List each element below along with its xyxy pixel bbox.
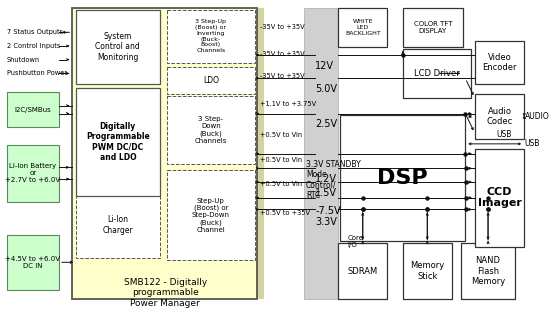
Text: -35V to +35V: -35V to +35V	[260, 73, 305, 79]
FancyBboxPatch shape	[79, 8, 264, 300]
Text: +1.1V to +3.75V: +1.1V to +3.75V	[260, 101, 316, 107]
Text: 3.3V: 3.3V	[315, 217, 337, 227]
Text: 1.5V: 1.5V	[315, 188, 337, 198]
FancyBboxPatch shape	[475, 94, 524, 139]
FancyBboxPatch shape	[403, 8, 463, 47]
Text: LCD Driver: LCD Driver	[414, 69, 460, 78]
FancyBboxPatch shape	[304, 8, 338, 300]
Text: +4.5V to +6.0V
DC IN: +4.5V to +6.0V DC IN	[6, 256, 60, 269]
Text: Video
Encoder: Video Encoder	[482, 53, 516, 72]
Text: NAND
Flash
Memory: NAND Flash Memory	[471, 256, 505, 286]
Text: DSP: DSP	[377, 168, 428, 188]
FancyBboxPatch shape	[340, 116, 465, 241]
FancyBboxPatch shape	[7, 235, 59, 290]
FancyBboxPatch shape	[475, 149, 524, 246]
Text: USB: USB	[524, 139, 540, 148]
Text: AUDIO: AUDIO	[525, 112, 550, 121]
Text: System
Control and
Monitoring: System Control and Monitoring	[96, 32, 140, 62]
Text: Pushbutton Power: Pushbutton Power	[7, 70, 67, 76]
Text: Audio
Codec: Audio Codec	[486, 107, 513, 126]
Text: SDRAM: SDRAM	[348, 267, 378, 276]
FancyBboxPatch shape	[76, 88, 160, 196]
Text: -35V to +35V: -35V to +35V	[260, 51, 305, 57]
Text: 7 Status Outputs: 7 Status Outputs	[7, 29, 63, 35]
Text: 3.3V STANDBY
Mode
Control/
RTC: 3.3V STANDBY Mode Control/ RTC	[306, 160, 361, 200]
Text: CCD
Imager: CCD Imager	[477, 187, 521, 208]
FancyBboxPatch shape	[338, 243, 387, 300]
Text: +0.5V to Vin: +0.5V to Vin	[260, 156, 302, 163]
Text: Digitally
Programmable
PWM DC/DC
and LDO: Digitally Programmable PWM DC/DC and LDO	[86, 122, 150, 162]
FancyBboxPatch shape	[167, 67, 255, 94]
Text: +0.5V to Vin: +0.5V to Vin	[260, 181, 302, 187]
Text: 2.5V: 2.5V	[315, 119, 337, 129]
Text: Memory
Stick: Memory Stick	[410, 261, 444, 281]
Text: Step-Up
(Boost) or
Step-Down
(Buck)
Channel: Step-Up (Boost) or Step-Down (Buck) Chan…	[192, 198, 230, 233]
FancyBboxPatch shape	[461, 243, 515, 300]
Text: WHITE
LED
BACKLIGHT: WHITE LED BACKLIGHT	[345, 19, 381, 36]
FancyBboxPatch shape	[76, 10, 160, 84]
Text: I2C/SMBus: I2C/SMBus	[14, 107, 51, 113]
Text: Li-Ion
Charger: Li-Ion Charger	[102, 215, 133, 235]
FancyBboxPatch shape	[76, 192, 160, 258]
Text: +0.5V to +35V: +0.5V to +35V	[260, 210, 310, 216]
FancyBboxPatch shape	[403, 243, 452, 300]
Text: Core
I/O: Core I/O	[348, 235, 364, 248]
Text: LDO: LDO	[203, 76, 219, 85]
Text: 5.0V: 5.0V	[315, 84, 337, 94]
FancyBboxPatch shape	[7, 92, 59, 127]
Text: SMB122 - Digitally
programmable
Power Manager: SMB122 - Digitally programmable Power Ma…	[124, 278, 207, 308]
Text: Li-Ion Battery
or
+2.7V to +6.0V: Li-Ion Battery or +2.7V to +6.0V	[6, 163, 60, 183]
Text: 2 Control Inputs: 2 Control Inputs	[7, 43, 60, 49]
FancyBboxPatch shape	[403, 49, 471, 98]
FancyBboxPatch shape	[167, 10, 255, 62]
FancyBboxPatch shape	[167, 170, 255, 260]
Text: Shutdown: Shutdown	[7, 57, 40, 63]
Text: USB: USB	[497, 130, 512, 139]
Text: 3 Step-
Down
(Buck)
Channels: 3 Step- Down (Buck) Channels	[195, 116, 227, 144]
FancyBboxPatch shape	[338, 8, 387, 47]
Text: +0.5V to Vin: +0.5V to Vin	[260, 132, 302, 138]
Text: -35V to +35V: -35V to +35V	[260, 24, 305, 30]
Text: 12V: 12V	[315, 61, 334, 71]
FancyBboxPatch shape	[475, 41, 524, 84]
Text: 1.2V: 1.2V	[315, 174, 337, 184]
FancyBboxPatch shape	[167, 96, 255, 165]
Text: 3 Step-Up
(Boost) or
Inverting
(Buck-
Boost)
Channels: 3 Step-Up (Boost) or Inverting (Buck- Bo…	[195, 19, 227, 53]
FancyBboxPatch shape	[72, 8, 257, 300]
Text: -7.5V: -7.5V	[315, 206, 341, 215]
Text: COLOR TFT
DISPLAY: COLOR TFT DISPLAY	[414, 21, 452, 34]
FancyBboxPatch shape	[7, 145, 59, 202]
